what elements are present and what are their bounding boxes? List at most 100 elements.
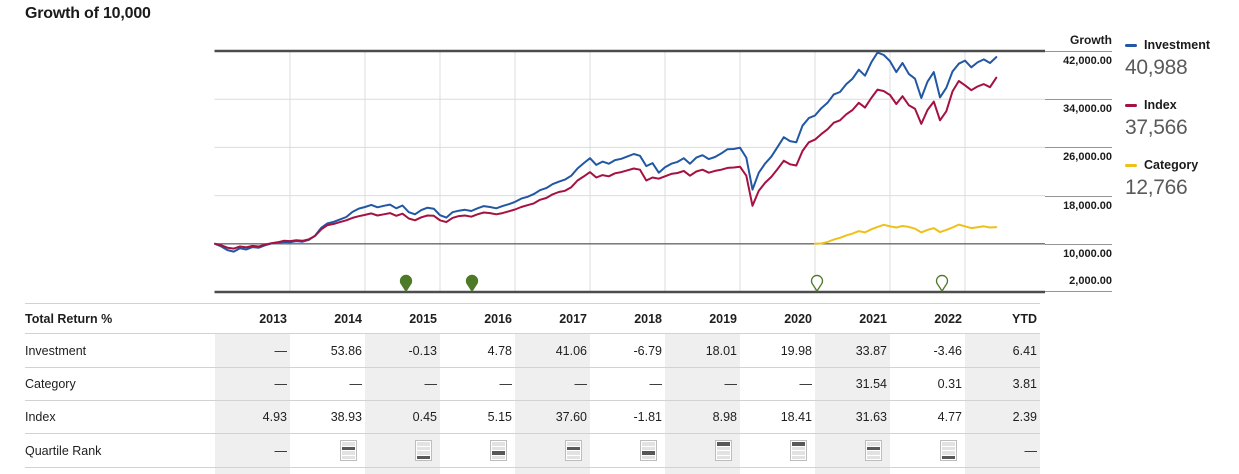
growth-axis-tick: 2,000.00	[1045, 275, 1112, 292]
year-column-header: 2018	[634, 311, 662, 326]
growth-axis-tick: 26,000.00	[1045, 147, 1112, 163]
quartile-rank-icon-q4	[940, 440, 957, 461]
quartile-cell	[740, 440, 815, 461]
return-value-cell: 4.78	[487, 343, 512, 358]
quartile-cell	[890, 440, 965, 461]
total-return-table: Total Return % 2013 2014 2015 2016 2017 2018 20…	[25, 303, 1040, 474]
table-row-header: Total Return % 2013 2014 2015 2016 2017 2018 20…	[25, 304, 1040, 334]
event-pin-hollow	[810, 274, 824, 293]
row-label: Category	[25, 377, 76, 391]
return-value-cell: —	[724, 377, 738, 391]
return-value-cell: —	[349, 377, 363, 391]
page-title: Growth of 10,000	[25, 5, 151, 22]
return-value-cell: 4.77	[937, 410, 962, 424]
year-column-header: 2014	[334, 311, 362, 326]
quartile-cell	[440, 440, 515, 461]
quartile-rank-icon-q2	[565, 440, 582, 461]
quartile-rank-icon-q2	[865, 440, 882, 461]
event-pin-filled	[399, 274, 413, 293]
return-value-cell: 6.41	[1012, 343, 1037, 358]
quartile-cell	[815, 440, 890, 461]
growth-axis-header: Growth	[1070, 33, 1112, 47]
return-value-cell: 31.63	[855, 410, 887, 424]
category-series-dash-icon	[1125, 163, 1137, 167]
legend-label-index: Index	[1144, 98, 1177, 112]
year-column-header: 2016	[484, 311, 512, 326]
row-label: Investment	[25, 343, 87, 358]
year-column-header: 2021	[859, 311, 887, 326]
return-value-cell: 18.41	[780, 410, 812, 424]
striped-column-background	[965, 334, 1040, 474]
year-column-header: 2015	[409, 311, 437, 326]
striped-column-background	[215, 334, 290, 474]
return-value-cell: —	[574, 377, 588, 391]
index-series-dash-icon	[1125, 103, 1137, 107]
quartile-empty-cell: —	[1024, 443, 1038, 458]
return-value-cell: 0.31	[937, 377, 962, 391]
quartile-cell	[515, 440, 590, 461]
row-label: Index	[25, 410, 56, 424]
investment-line	[214, 51, 998, 253]
quartile-cell	[590, 440, 665, 461]
return-value-cell: 5.15	[487, 410, 512, 424]
quartile-empty-cell: —	[274, 443, 288, 458]
legend-item-index: Index 37,566	[1125, 98, 1188, 140]
investment-series-dash-icon	[1125, 43, 1137, 47]
quartile-rank-icon-q4	[415, 440, 432, 461]
return-value-cell: —	[499, 377, 513, 391]
legend-value-category: 12,766	[1125, 176, 1188, 199]
return-value-cell: —	[424, 377, 438, 391]
year-column-header: 2022	[934, 311, 962, 326]
table-row-category: Category — — — — — — — — 31.54 0.31 3.81	[25, 368, 1040, 401]
quartile-cell	[365, 440, 440, 461]
return-value-cell: -0.13	[408, 343, 438, 358]
return-value-cell: 18.01	[705, 343, 737, 358]
legend-label-category: Category	[1144, 158, 1199, 172]
table-row-investment: Investment — 53.86 -0.13 4.78 41.06 -6.79 18.01…	[25, 334, 1040, 368]
legend-value-index: 37,566	[1125, 116, 1188, 139]
return-value-cell: 38.93	[330, 410, 362, 424]
return-value-cell: —	[799, 377, 813, 391]
legend-label-investment: Investment	[1144, 38, 1210, 52]
return-value-cell: -3.46	[933, 343, 963, 358]
return-value-cell: -1.81	[633, 410, 663, 424]
quartile-cell	[665, 440, 740, 461]
return-value-cell: 4.93	[262, 410, 287, 424]
growth-axis-tick: 34,000.00	[1045, 99, 1112, 115]
year-column-header: 2017	[559, 311, 587, 326]
event-pin-hollow	[935, 274, 949, 293]
category-line	[814, 223, 998, 245]
quartile-cell	[290, 440, 365, 461]
legend-item-investment: Investment 40,988	[1125, 38, 1210, 80]
quartile-rank-icon-q1	[715, 440, 732, 461]
return-value-cell: —	[649, 377, 663, 391]
return-value-cell: 31.54	[855, 377, 887, 391]
quartile-rank-icon-q3	[640, 440, 657, 461]
index-line	[214, 76, 998, 250]
row-label: Quartile Rank	[25, 443, 102, 458]
table-row-index: Index 4.93 38.93 0.45 5.15 37.60 -1.81 8.98 18.4…	[25, 401, 1040, 434]
return-value-cell: 19.98	[780, 343, 812, 358]
return-value-cell: 3.81	[1012, 377, 1037, 391]
return-value-cell: 37.60	[555, 410, 587, 424]
growth-axis-tick: 18,000.00	[1045, 196, 1112, 212]
year-column-header: YTD	[1012, 311, 1037, 326]
quartile-rank-icon-q1	[790, 440, 807, 461]
return-value-cell: -6.79	[633, 343, 663, 358]
return-value-cell: 8.98	[712, 410, 737, 424]
return-value-cell: 53.86	[330, 343, 362, 358]
event-pin-filled	[465, 274, 479, 293]
year-column-header: 2013	[259, 311, 287, 326]
return-value-cell: —	[274, 377, 288, 391]
growth-line-chart	[214, 49, 1045, 294]
growth-axis-tick: 42,000.00	[1045, 51, 1112, 67]
quartile-rank-icon-q3	[490, 440, 507, 461]
return-value-cell: 2.39	[1012, 410, 1037, 424]
legend-value-investment: 40,988	[1125, 56, 1188, 79]
year-column-header: 2020	[784, 311, 812, 326]
growth-axis-tick: 10,000.00	[1045, 244, 1112, 260]
legend-item-category: Category 12,766	[1125, 158, 1198, 200]
return-value-cell: 33.87	[855, 343, 887, 358]
return-value-cell: 41.06	[555, 343, 587, 358]
